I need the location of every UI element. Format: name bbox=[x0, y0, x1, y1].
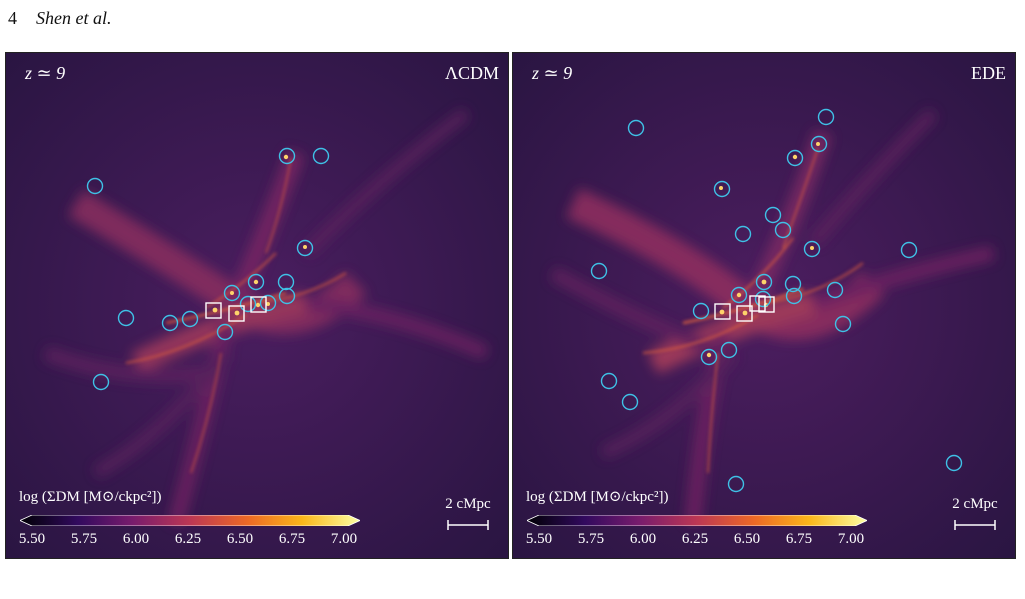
halo-marker bbox=[764, 206, 782, 224]
page-number: 4 bbox=[8, 8, 17, 28]
colorbar-tick: 6.75 bbox=[278, 531, 306, 547]
halo-marker bbox=[754, 290, 772, 308]
halo-square bbox=[250, 296, 267, 313]
redshift-label: z ≃ 9 bbox=[25, 63, 66, 83]
colorbar-tick: 6.25 bbox=[174, 531, 202, 547]
halo-marker bbox=[627, 119, 645, 137]
colorbar bbox=[527, 515, 867, 526]
halo-circles bbox=[86, 147, 330, 391]
halo-marker bbox=[810, 135, 828, 153]
scale-bar: 2 cMpc bbox=[945, 496, 1005, 531]
halo-marker bbox=[755, 273, 773, 291]
colorbar-tick: 5.50 bbox=[525, 531, 553, 547]
scale-bar: 2 cMpc bbox=[438, 496, 498, 531]
halo-marker bbox=[900, 241, 918, 259]
halo-marker bbox=[785, 287, 803, 305]
redshift-label: z ≃ 9 bbox=[532, 63, 573, 83]
halo-circles bbox=[590, 108, 963, 493]
model-label: ΛCDM bbox=[444, 63, 499, 83]
halo-marker bbox=[223, 284, 241, 302]
colorbar-tick: 6.75 bbox=[785, 531, 813, 547]
halo-marker bbox=[713, 180, 731, 198]
halo-marker bbox=[296, 239, 314, 257]
halo-marker bbox=[181, 310, 199, 328]
scale-bar-line bbox=[447, 520, 489, 530]
halo-marker bbox=[259, 294, 277, 312]
halo-marker bbox=[278, 147, 296, 165]
halo-marker bbox=[700, 348, 718, 366]
halo-marker bbox=[277, 273, 295, 291]
halo-marker bbox=[730, 286, 748, 304]
colorbar-tick: 5.75 bbox=[577, 531, 605, 547]
halo-squares bbox=[205, 296, 267, 322]
halo-marker bbox=[734, 225, 752, 243]
colorbar-tick: 6.50 bbox=[226, 531, 254, 547]
colorbar-tick: 6.50 bbox=[733, 531, 761, 547]
halo-marker bbox=[621, 393, 639, 411]
halo-square bbox=[205, 302, 222, 319]
halo-marker bbox=[92, 373, 110, 391]
halo-marker bbox=[600, 372, 618, 390]
halo-square bbox=[736, 305, 753, 322]
colorbar-tick: 5.75 bbox=[70, 531, 98, 547]
colorbar-tick: 7.00 bbox=[330, 531, 358, 547]
halo-marker bbox=[786, 149, 804, 167]
halo-marker bbox=[727, 475, 745, 493]
colorbar-tick: 6.00 bbox=[629, 531, 657, 547]
halo-marker bbox=[774, 221, 792, 239]
halo-marker bbox=[826, 281, 844, 299]
halo-square bbox=[758, 296, 775, 313]
halo-square bbox=[749, 295, 766, 312]
colorbar-tick: 6.25 bbox=[681, 531, 709, 547]
colorbar-tick: 6.00 bbox=[122, 531, 150, 547]
colorbar bbox=[20, 515, 360, 526]
halo-marker bbox=[278, 287, 296, 305]
scale-bar-line bbox=[954, 520, 996, 530]
halo-marker bbox=[834, 315, 852, 333]
halo-marker bbox=[945, 454, 963, 472]
author-line: Shen et al. bbox=[36, 8, 112, 28]
lcdm-panel: z ≃ 9 ΛCDM log (ΣDM [M⊙/ckpc²]) 5.50 5.7… bbox=[6, 53, 508, 558]
halo-marker bbox=[720, 341, 738, 359]
halo-marker bbox=[117, 309, 135, 327]
halo-marker bbox=[86, 177, 104, 195]
density-map bbox=[6, 53, 508, 558]
halo-marker bbox=[817, 108, 835, 126]
halo-marker bbox=[803, 240, 821, 258]
halo-square bbox=[714, 303, 731, 320]
colorbar-label: log (ΣDM [M⊙/ckpc²]) bbox=[19, 489, 162, 505]
density-map bbox=[513, 53, 1015, 558]
colorbar-ticks: 5.50 5.75 6.00 6.25 6.50 6.75 7.00 bbox=[6, 531, 386, 551]
halo-marker bbox=[239, 295, 257, 313]
model-label: EDE bbox=[971, 63, 1006, 83]
halo-marker bbox=[161, 314, 179, 332]
halo-marker bbox=[692, 302, 710, 320]
halo-marker bbox=[247, 273, 265, 291]
halo-marker bbox=[216, 323, 234, 341]
colorbar-label: log (ΣDM [M⊙/ckpc²]) bbox=[526, 489, 669, 505]
scale-bar-label: 2 cMpc bbox=[445, 496, 491, 512]
halo-squares bbox=[714, 295, 775, 322]
colorbar-ticks: 5.50 5.75 6.00 6.25 6.50 6.75 7.00 bbox=[513, 531, 893, 551]
halo-marker bbox=[312, 147, 330, 165]
colorbar-tick: 5.50 bbox=[18, 531, 46, 547]
halo-marker bbox=[590, 262, 608, 280]
colorbar-tick: 7.00 bbox=[837, 531, 865, 547]
scale-bar-label: 2 cMpc bbox=[952, 496, 998, 512]
ede-panel: z ≃ 9 EDE log (ΣDM [M⊙/ckpc²]) 5.50 5.75… bbox=[513, 53, 1015, 558]
running-head: 4 Shen et al. bbox=[8, 8, 111, 29]
halo-square bbox=[228, 305, 245, 322]
halo-marker bbox=[784, 275, 802, 293]
